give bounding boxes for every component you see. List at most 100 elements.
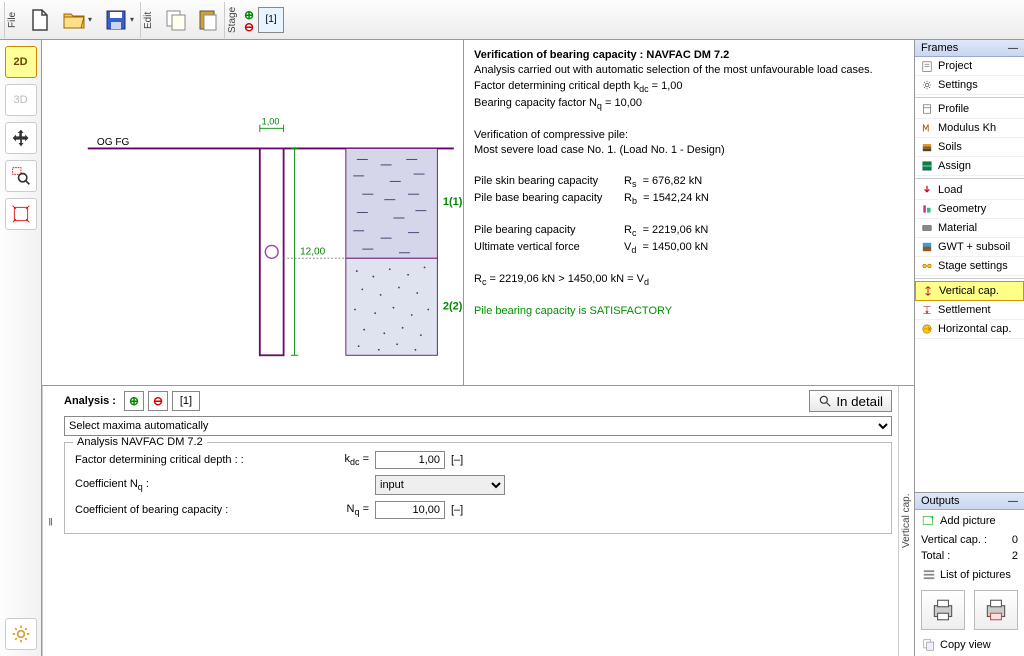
- frame-item-label: Settings: [938, 79, 978, 91]
- field-unit: [–]: [451, 504, 463, 516]
- print-button[interactable]: [921, 590, 965, 630]
- frame-item-label: Modulus Kh: [938, 122, 996, 134]
- outputs-panel: + Add picture Vertical cap. :0 Total :2 …: [915, 510, 1024, 656]
- field-symbol: kdc =: [335, 453, 375, 467]
- nq-input[interactable]: [375, 501, 445, 519]
- frame-item-label: Material: [938, 222, 977, 234]
- analysis-num-button[interactable]: [1]: [172, 391, 200, 411]
- printer-icon: [930, 597, 956, 623]
- pan-button[interactable]: [5, 122, 37, 154]
- frame-item-gwt[interactable]: GWT + subsoil: [915, 238, 1024, 257]
- frame-item-profile[interactable]: Profile: [915, 100, 1024, 119]
- svg-text:OG FG: OG FG: [97, 137, 130, 148]
- frame-item-geometry[interactable]: Geometry: [915, 200, 1024, 219]
- copy-view-button[interactable]: Copy view: [915, 634, 1024, 656]
- svg-text:2(2): 2(2): [443, 301, 463, 313]
- outputs-header: Outputs —: [915, 493, 1024, 510]
- drawing-canvas[interactable]: OG FG 1,00 12,00: [42, 40, 464, 385]
- bottom-panel-label: Vertical cap.: [898, 386, 914, 656]
- frame-item-label: Horizontal cap.: [938, 323, 1011, 335]
- field-label: Coefficient of bearing capacity :: [75, 504, 335, 516]
- results-line: Bearing capacity factor Nq = 10,00: [474, 96, 904, 113]
- left-tool-strip: 2D 3D: [0, 40, 42, 656]
- frame-item-label: GWT + subsoil: [938, 241, 1010, 253]
- view-2d-button[interactable]: 2D: [5, 46, 37, 78]
- copy-button[interactable]: [161, 5, 191, 35]
- stage-1-button[interactable]: [1]: [258, 7, 284, 33]
- stage-tab[interactable]: Stage: [224, 2, 240, 38]
- frame-item-gear[interactable]: Settings: [915, 76, 1024, 95]
- output-count-row: Total :2: [915, 548, 1024, 564]
- fit-view-button[interactable]: [5, 198, 37, 230]
- top-toolbar: File ▾ ▾ Edit Stage ⊕ ⊖ [1]: [0, 0, 1024, 40]
- new-file-button[interactable]: [25, 5, 55, 35]
- analysis-group: Analysis NAVFAC DM 7.2 Factor determinin…: [64, 442, 892, 534]
- selection-mode-select[interactable]: Select maxima automatically: [64, 416, 892, 436]
- field-symbol: Nq =: [335, 503, 375, 517]
- results-heading: Verification of bearing capacity : NAVFA…: [474, 48, 904, 63]
- frame-item-load[interactable]: Load: [915, 181, 1024, 200]
- frame-item-label: Settlement: [938, 304, 991, 316]
- svg-text:1,00: 1,00: [262, 117, 280, 127]
- results-satisfactory: Pile bearing capacity is SATISFACTORY: [474, 304, 904, 319]
- dropdown-arrow-icon: ▾: [88, 15, 92, 24]
- stage-remove-button[interactable]: ⊖: [244, 23, 254, 31]
- paste-icon: [196, 8, 220, 32]
- open-file-button[interactable]: ▾: [57, 5, 97, 35]
- settings-gear-button[interactable]: [5, 618, 37, 650]
- frame-item-label: Profile: [938, 103, 969, 115]
- paste-button[interactable]: [193, 5, 223, 35]
- results-line: Pile skin bearing capacityRs = 676,82 kN: [474, 174, 904, 191]
- edit-tab[interactable]: Edit: [140, 2, 156, 38]
- frame-item-label: Geometry: [938, 203, 986, 215]
- frame-item-soils[interactable]: Soils: [915, 138, 1024, 157]
- add-picture-button[interactable]: + Add picture: [915, 510, 1024, 532]
- results-line: Verification of compressive pile:: [474, 128, 904, 143]
- zoom-select-button[interactable]: [5, 160, 37, 192]
- right-column: Frames — ProjectSettingsProfileModulus K…: [914, 40, 1024, 656]
- vertcap-icon: [922, 285, 934, 297]
- frame-item-project[interactable]: Project: [915, 57, 1024, 76]
- open-folder-icon: [62, 8, 86, 32]
- modulus-icon: [921, 122, 933, 134]
- analysis-add-button[interactable]: ⊕: [124, 391, 144, 411]
- frame-item-modulus[interactable]: Modulus Kh: [915, 119, 1024, 138]
- stage-add-remove: ⊕ ⊖: [244, 8, 254, 31]
- results-line: Rc = 2219,06 kN > 1450,00 kN = Vd: [474, 272, 904, 289]
- list-pictures-button[interactable]: List of pictures: [915, 564, 1024, 586]
- file-tab[interactable]: File: [4, 2, 20, 38]
- frame-item-stage[interactable]: Stage settings: [915, 257, 1024, 276]
- pile-diagram: OG FG 1,00 12,00: [42, 40, 463, 385]
- view-3d-button[interactable]: 3D: [5, 84, 37, 116]
- frame-item-vertcap[interactable]: Vertical cap.: [915, 281, 1024, 301]
- frame-item-label: Vertical cap.: [939, 285, 999, 297]
- frame-item-material[interactable]: Material: [915, 219, 1024, 238]
- fit-icon: [11, 204, 31, 224]
- kdc-input[interactable]: [375, 451, 445, 469]
- analysis-remove-button[interactable]: ⊖: [148, 391, 168, 411]
- frame-item-horcap[interactable]: Horizontal cap.: [915, 320, 1024, 339]
- in-detail-button[interactable]: In detail: [809, 390, 892, 412]
- panel-collapse-handle[interactable]: ‖: [42, 386, 58, 656]
- frame-item-assign[interactable]: Assign: [915, 157, 1024, 176]
- svg-text:12,00: 12,00: [300, 247, 326, 258]
- gear-icon: [921, 79, 933, 91]
- minimize-button[interactable]: —: [1008, 43, 1018, 54]
- group-title: Analysis NAVFAC DM 7.2: [73, 436, 207, 448]
- settle-icon: [921, 304, 933, 316]
- print-color-button[interactable]: [974, 590, 1018, 630]
- svg-text:1(1): 1(1): [443, 196, 463, 208]
- gwt-icon: [921, 241, 933, 253]
- minimize-button[interactable]: —: [1008, 496, 1018, 507]
- soils-icon: [921, 141, 933, 153]
- assign-icon: [921, 160, 933, 172]
- output-count-row: Vertical cap. :0: [915, 532, 1024, 548]
- save-file-button[interactable]: ▾: [99, 5, 139, 35]
- frame-item-label: Project: [938, 60, 972, 72]
- dropdown-arrow-icon: ▾: [130, 15, 134, 24]
- frame-item-settle[interactable]: Settlement: [915, 301, 1024, 320]
- nq-mode-select[interactable]: input: [375, 475, 505, 495]
- results-line: Pile bearing capacityRc = 2219,06 kN: [474, 223, 904, 240]
- add-picture-icon: +: [922, 514, 936, 528]
- magnifier-icon: [818, 394, 832, 408]
